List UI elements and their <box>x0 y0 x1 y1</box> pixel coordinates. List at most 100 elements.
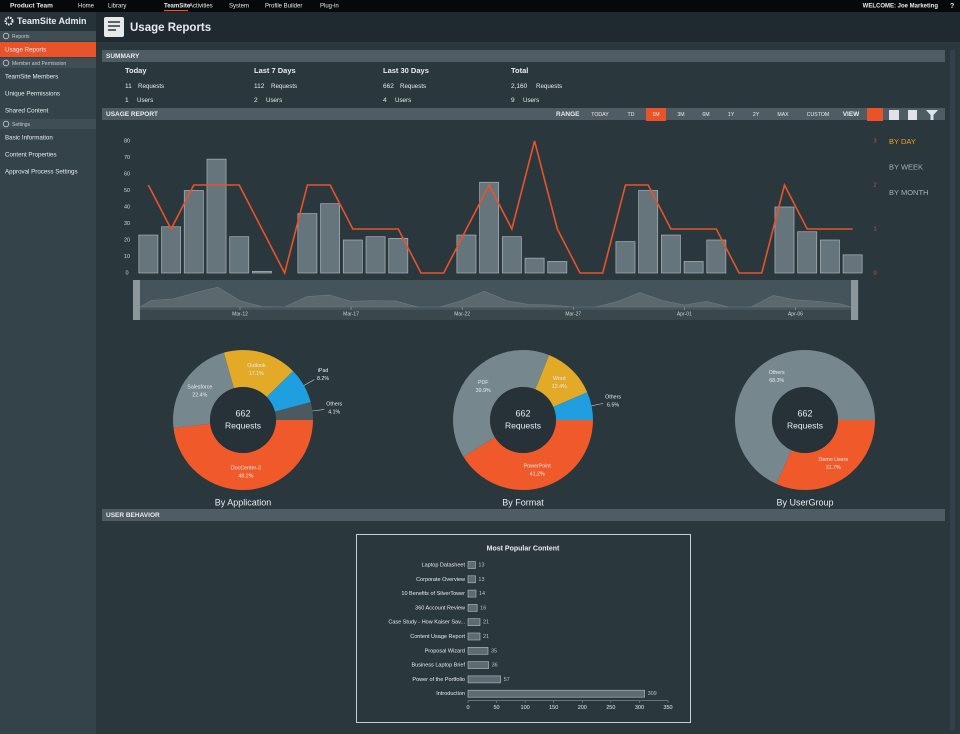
range-button[interactable]: TD <box>628 112 635 118</box>
sidebar-title: TeamSite Admin <box>17 16 87 26</box>
bar <box>820 239 840 274</box>
bar[interactable] <box>467 675 501 684</box>
sidebar-item[interactable]: Approval Process Settings <box>5 169 78 176</box>
slice-label: Others <box>769 370 785 376</box>
pie-center-value: 662 <box>515 408 530 418</box>
summary-users: 1 <box>125 97 129 104</box>
sidebar-item[interactable]: Content Properties <box>5 152 57 159</box>
help[interactable]: ? <box>950 3 954 10</box>
nav-item[interactable]: Activities <box>189 4 213 10</box>
sidebar-section-title: Settings <box>12 122 31 128</box>
value-label: 13 <box>478 562 484 568</box>
summary-period: Today <box>125 66 147 75</box>
sidebar-item[interactable]: Unique Permissions <box>5 91 60 98</box>
range-button[interactable]: 1M <box>652 112 659 118</box>
range-button[interactable]: 3M <box>677 112 684 118</box>
y-tick-label: 0 <box>125 270 128 276</box>
nav-item[interactable]: System <box>229 4 249 10</box>
brand[interactable]: Product Team <box>10 3 53 10</box>
view-chart-button[interactable] <box>867 108 883 121</box>
sidebar-item[interactable]: Shared Content <box>5 108 49 115</box>
bar <box>252 271 272 274</box>
summary-users-label: Users <box>266 97 282 104</box>
bar <box>138 234 159 274</box>
bar[interactable] <box>467 618 481 627</box>
nav-item[interactable]: Library <box>108 4 126 10</box>
gear-icon <box>4 16 14 26</box>
slice-value: 4.1% <box>328 410 340 416</box>
pie-slice[interactable] <box>173 420 313 490</box>
sidebar-section <box>0 31 96 41</box>
range-button[interactable]: MAX <box>777 112 789 118</box>
bar <box>229 236 250 274</box>
summary-requests: 662 <box>383 83 394 90</box>
range-button[interactable]: 6M <box>702 112 709 118</box>
pie-slice[interactable] <box>776 420 875 490</box>
pie-hole <box>490 387 556 453</box>
view-table-button[interactable] <box>889 110 899 120</box>
sidebar-item[interactable]: Basic Information <box>5 135 53 142</box>
range-button[interactable]: 1Y <box>728 112 735 118</box>
nav-item[interactable]: TeamSite <box>164 4 191 10</box>
nav-item[interactable]: Profile Builder <box>265 4 302 10</box>
view-option[interactable]: BY WEEK <box>889 162 923 171</box>
slice-label: iPad <box>318 368 329 374</box>
bar <box>206 158 227 274</box>
pie-slice[interactable] <box>535 355 588 407</box>
pie-slice[interactable] <box>266 371 311 412</box>
x-tick-label: 50 <box>494 705 500 711</box>
pie-slice[interactable] <box>553 392 593 420</box>
section-bar <box>102 50 945 62</box>
summary-period: Last 30 Days <box>383 66 429 75</box>
pie-slice[interactable] <box>735 350 875 484</box>
slice-label: Others <box>605 395 621 401</box>
pie-slice[interactable] <box>463 420 593 491</box>
pie-slice[interactable] <box>453 349 550 457</box>
collapse-icon[interactable] <box>2 59 10 67</box>
collapse-icon[interactable] <box>2 120 10 128</box>
range-button[interactable]: CUSTOM <box>807 112 829 118</box>
view-option[interactable]: BY MONTH <box>889 188 928 197</box>
value-label: 309 <box>648 691 657 697</box>
view-label: VIEW <box>843 111 860 118</box>
bar <box>547 261 568 274</box>
filter-button[interactable] <box>926 110 938 120</box>
nav-item[interactable]: Plug-in <box>320 4 339 10</box>
slice-label: Demo Users <box>819 457 849 463</box>
range-active[interactable] <box>646 108 666 121</box>
bar[interactable] <box>467 589 477 598</box>
pie-slice[interactable] <box>274 402 313 420</box>
bar <box>615 241 636 274</box>
range-button[interactable]: 2Y <box>753 112 760 118</box>
sidebar-item[interactable]: Usage Reports <box>5 47 46 54</box>
view-option[interactable]: BY DAY <box>889 137 916 146</box>
nav-item[interactable]: Home <box>78 4 95 10</box>
pie-slice[interactable] <box>172 352 234 428</box>
slice-label: PDF <box>478 380 489 386</box>
bar[interactable] <box>467 646 489 655</box>
slice-value: 8.2% <box>317 376 329 382</box>
slice-label: Outlook <box>247 363 266 369</box>
navigator-handle[interactable] <box>851 280 858 320</box>
view-export-button[interactable] <box>908 110 917 120</box>
navigator-handle[interactable] <box>133 280 140 320</box>
bar[interactable] <box>467 661 489 669</box>
bar[interactable] <box>467 604 478 612</box>
pie-slice[interactable] <box>223 349 294 397</box>
summary-users-label: Users <box>137 97 153 104</box>
sidebar-item[interactable]: TeamSite Members <box>5 74 58 81</box>
report-icon <box>104 17 124 37</box>
bar[interactable] <box>467 561 476 569</box>
bar <box>320 203 341 274</box>
bar[interactable] <box>467 632 481 641</box>
range-button[interactable]: TODAY <box>591 112 609 118</box>
value-label: 21 <box>483 634 489 640</box>
y-tick-label: 40 <box>124 204 130 210</box>
category-label: Business Laptop Brief <box>411 663 465 669</box>
section-bar <box>102 108 945 120</box>
collapse-icon[interactable] <box>2 32 10 40</box>
bar[interactable] <box>467 575 476 584</box>
scrollbar[interactable] <box>950 50 955 730</box>
bar[interactable] <box>467 689 645 698</box>
